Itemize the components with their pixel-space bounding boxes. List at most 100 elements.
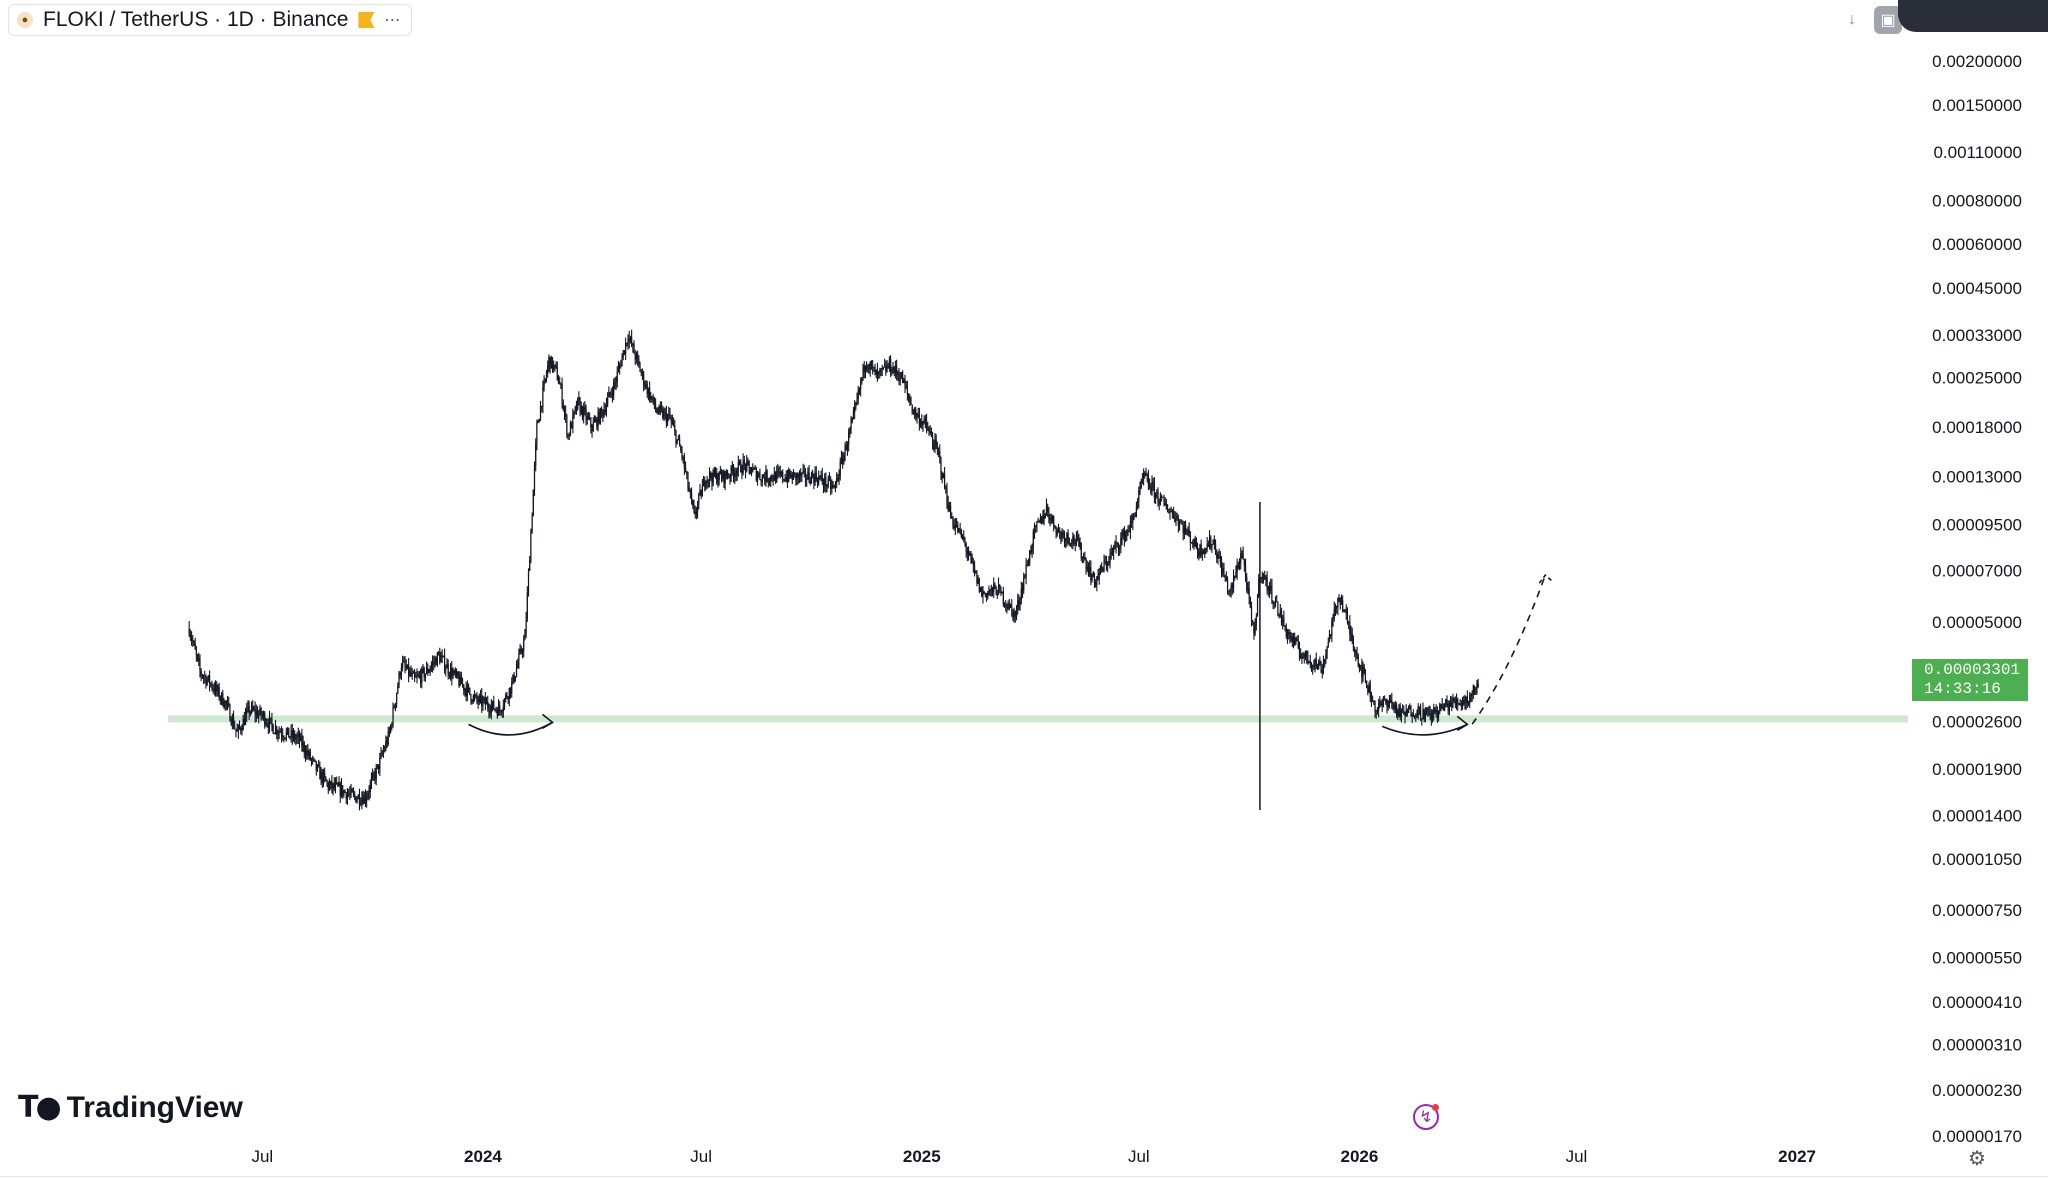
candle-body xyxy=(1007,606,1009,609)
time-tick-label: 2027 xyxy=(1778,1147,1816,1166)
candle-body xyxy=(1241,553,1243,555)
candle-body xyxy=(607,397,609,405)
candle-body xyxy=(1327,641,1329,647)
candle-body xyxy=(750,472,753,474)
candle-body xyxy=(391,724,393,726)
candle-body xyxy=(319,766,321,780)
candle-body xyxy=(1067,533,1069,539)
candle-body xyxy=(613,382,615,396)
candle-body xyxy=(308,751,310,756)
candle-body xyxy=(617,367,620,372)
candle-body xyxy=(651,396,653,400)
candle-body xyxy=(312,758,314,760)
candle-body xyxy=(927,426,929,431)
camera-icon[interactable]: ▣ xyxy=(1874,6,1902,34)
candle-body xyxy=(1356,654,1358,656)
more-dots-icon[interactable]: ⋯ xyxy=(384,12,402,29)
candle-body xyxy=(370,778,373,784)
candle-body xyxy=(1156,491,1158,493)
candle-body xyxy=(1114,545,1116,549)
symbol-title[interactable]: FLOKI / TetherUS · 1D · Binance xyxy=(43,8,349,31)
flag-icon[interactable] xyxy=(358,12,375,28)
candle-body xyxy=(1024,577,1026,579)
candle-body xyxy=(1354,649,1356,652)
candle-body xyxy=(1151,482,1153,492)
candle-body xyxy=(1276,600,1278,602)
candle-body xyxy=(1153,484,1156,498)
candle-body xyxy=(539,405,542,420)
candle-body xyxy=(1201,551,1203,555)
candle-body xyxy=(477,699,479,703)
candle-body xyxy=(615,381,617,383)
candle-body xyxy=(1473,685,1476,695)
candle-body xyxy=(250,705,253,712)
candle-body xyxy=(417,675,419,677)
candle-body xyxy=(1048,511,1050,519)
candle-body xyxy=(589,418,591,420)
candle-body xyxy=(206,679,208,685)
candle-body xyxy=(729,475,731,478)
tradingview-logo[interactable]: T● TradingView xyxy=(18,1090,243,1125)
candle-body xyxy=(1423,709,1425,720)
candle-body xyxy=(1337,598,1339,608)
projection-dashed-path xyxy=(1471,574,1547,725)
candle-body xyxy=(433,662,435,664)
candle-body xyxy=(253,708,255,710)
candle-body xyxy=(1135,506,1138,516)
candle-body xyxy=(461,684,464,686)
arrow-down-icon[interactable]: ↓ xyxy=(1848,11,1856,28)
candle-body xyxy=(190,636,193,641)
candle-body xyxy=(755,468,757,481)
time-axis[interactable]: Jul 2024 Jul 2025 Jul 2026 Jul 2027 xyxy=(251,1147,1816,1166)
candle-body xyxy=(752,468,754,473)
candle-body xyxy=(1266,577,1268,591)
lightning-icon[interactable]: ↯ xyxy=(1413,1104,1439,1130)
candle-body xyxy=(196,654,199,658)
candle-body xyxy=(967,553,970,556)
candle-body xyxy=(1324,659,1326,664)
candle-body xyxy=(256,711,259,718)
candle-body xyxy=(855,402,857,407)
price-tick-label: 0.00013000 xyxy=(1932,468,2022,487)
candle-body xyxy=(219,698,221,700)
candle-body xyxy=(773,472,775,481)
candle-body xyxy=(399,672,401,676)
candle-body xyxy=(720,474,723,479)
candle-body xyxy=(262,713,265,716)
candle-body xyxy=(1190,542,1193,544)
candle-body xyxy=(445,668,447,671)
candle-body xyxy=(957,524,959,532)
candle-body xyxy=(931,436,934,444)
candle-body xyxy=(490,705,492,713)
candle-body xyxy=(1436,710,1438,717)
candle-body xyxy=(887,365,889,368)
candle-body xyxy=(495,709,497,711)
candle-body xyxy=(1001,592,1003,594)
candle-body xyxy=(1388,700,1391,703)
candle-body xyxy=(1295,639,1297,644)
candle-body xyxy=(332,783,334,789)
price-axis[interactable]: 0.00200000 0.00150000 0.00110000 0.00080000… xyxy=(1932,52,2022,1146)
settings-gear-icon[interactable]: ⚙ xyxy=(1968,1148,1986,1170)
candle-body xyxy=(822,482,825,486)
candle-body xyxy=(899,378,901,381)
time-tick-label: Jul xyxy=(690,1147,712,1166)
candle-body xyxy=(387,730,389,744)
symbol-header[interactable]: ● FLOKI / TetherUS · 1D · Binance ⋯ xyxy=(8,4,413,36)
candle-body xyxy=(746,461,748,471)
candle-body xyxy=(670,417,672,422)
candle-body xyxy=(584,407,586,410)
bounce-arrow-left-head xyxy=(541,713,554,730)
candle-body xyxy=(722,471,724,479)
price-tick-label: 0.00150000 xyxy=(1932,96,2022,115)
candle-body xyxy=(922,422,924,426)
candle-body xyxy=(439,653,441,663)
candle-body xyxy=(447,664,449,674)
candle-body xyxy=(1386,702,1388,707)
candle-body xyxy=(794,472,796,474)
candle-body xyxy=(1133,515,1135,517)
candle-body xyxy=(1406,709,1409,713)
candle-body xyxy=(826,485,828,487)
candle-body xyxy=(580,406,582,413)
